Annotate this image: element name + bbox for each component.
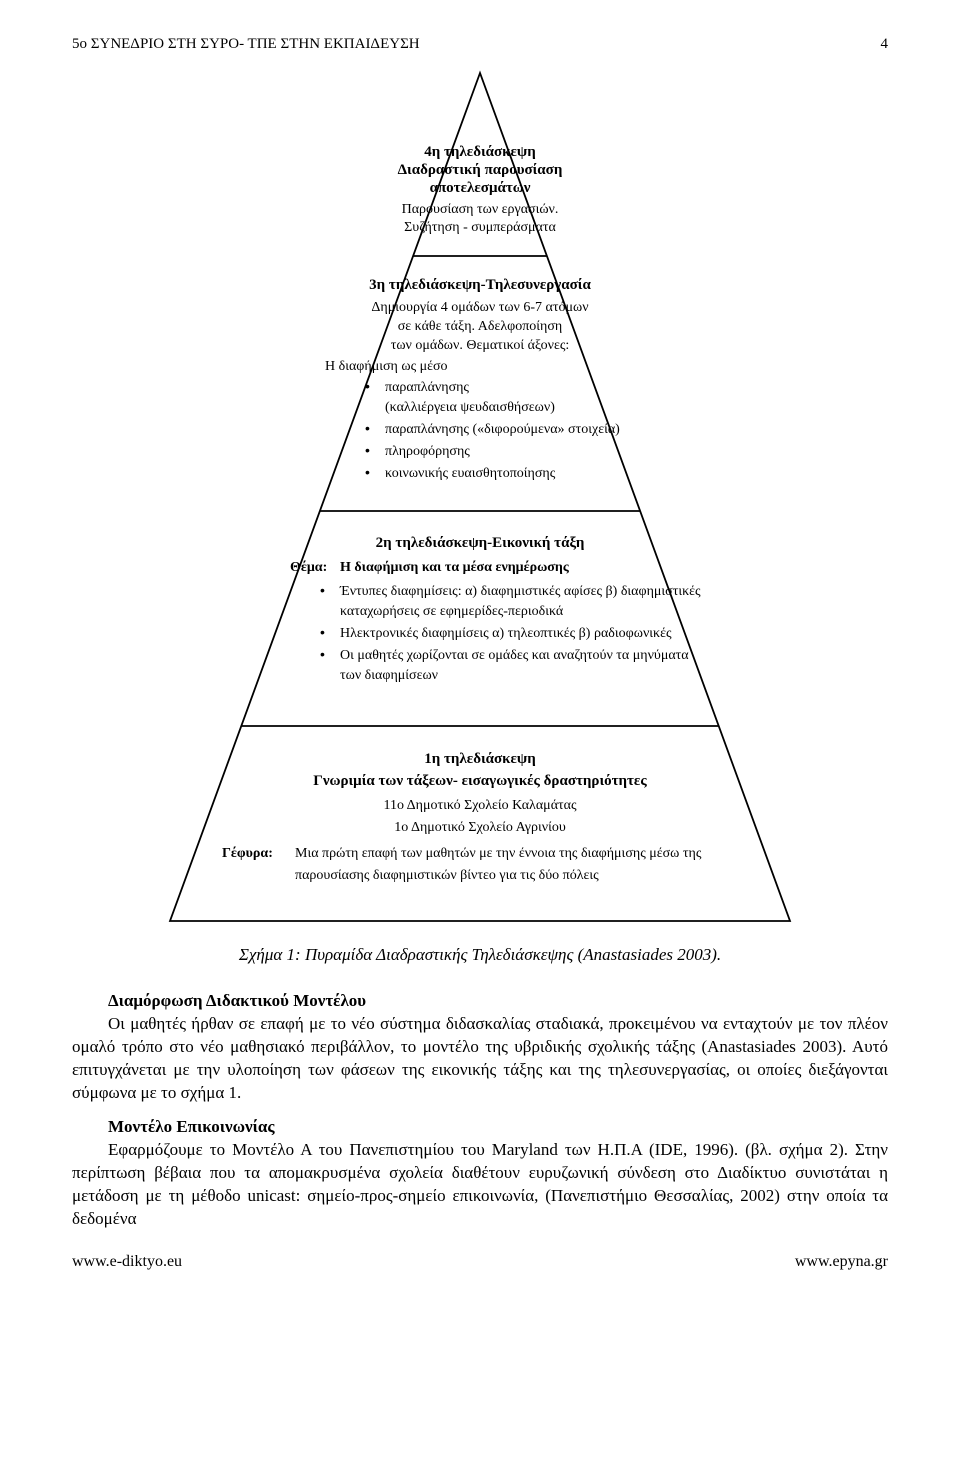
bullet-icon: • bbox=[365, 420, 370, 436]
l3-b1b: (καλλιέργεια ψευδαισθήσεων) bbox=[385, 400, 555, 415]
l2-b2: Ηλεκτρονικές διαφημίσεις α) τηλεοπτικές … bbox=[340, 626, 672, 641]
l4-title1: 4η τηλεδιάσκεψη bbox=[424, 144, 536, 160]
bullet-icon: • bbox=[320, 624, 325, 640]
section-2-para: Εφαρμόζουμε το Μοντέλο Α του Πανεπιστημί… bbox=[72, 1139, 888, 1231]
bullet-icon: • bbox=[320, 582, 325, 598]
l1-bridge2: παρουσίασης διαφημιστικών βίντεο για τις… bbox=[295, 868, 599, 883]
l4-title3: αποτελεσμάτων bbox=[430, 180, 531, 196]
footer: www.e-diktyo.eu www.epyna.gr bbox=[72, 1253, 888, 1271]
l3-b2: παραπλάνησης («διφορούμενα» στοιχεία) bbox=[385, 422, 620, 437]
l3-b3: πληροφόρησης bbox=[385, 444, 470, 459]
l2-theme-label: Θέμα: bbox=[290, 560, 327, 575]
figure-caption: Σχήμα 1: Πυραμίδα Διαδραστικής Τηλεδιάσκ… bbox=[72, 945, 888, 965]
header-left: 5ο ΣΥΝΕΔΡΙΟ ΣΤΗ ΣΥΡΟ- ΤΠΕ ΣΤΗΝ ΕΚΠΑΙΔΕΥΣ… bbox=[72, 36, 420, 53]
l3-b1: παραπλάνησης bbox=[385, 380, 469, 395]
l2-b1a: Έντυπες διαφημίσεις: α) διαφημιστικές αφ… bbox=[339, 584, 701, 599]
pyramid-svg: 4η τηλεδιάσκεψη Διαδραστική παρουσίαση α… bbox=[160, 61, 800, 931]
l3-title: 3η τηλεδιάσκεψη-Τηλεσυνεργασία bbox=[369, 277, 591, 293]
l3-line2: σε κάθε τάξη. Αδελφοποίηση bbox=[398, 319, 563, 334]
running-header: 5ο ΣΥΝΕΔΡΙΟ ΣΤΗ ΣΥΡΟ- ΤΠΕ ΣΤΗΝ ΕΚΠΑΙΔΕΥΣ… bbox=[72, 36, 888, 53]
pyramid-outline bbox=[170, 73, 790, 921]
section-title-2: Μοντέλο Επικοινωνίας bbox=[72, 1117, 888, 1137]
bullet-icon: • bbox=[365, 464, 370, 480]
section-1-para: Οι μαθητές ήρθαν σε επαφή με το νέο σύστ… bbox=[72, 1013, 888, 1105]
l4-line1: Παρουσίαση των εργασιών. bbox=[402, 202, 559, 217]
bullet-icon: • bbox=[320, 646, 325, 662]
l1-line2: 1ο Δημοτικό Σχολείο Αγρινίου bbox=[394, 820, 566, 835]
l2-title: 2η τηλεδιάσκεψη-Εικονική τάξη bbox=[376, 535, 585, 551]
footer-right-link: www.epyna.gr bbox=[795, 1253, 888, 1271]
l3-b4: κοινωνικής ευαισθητοποίησης bbox=[385, 466, 556, 481]
l3-line3: των ομάδων. Θεματικοί άξονες: bbox=[391, 338, 570, 353]
l1-line1: 11ο Δημοτικό Σχολείο Καλαμάτας bbox=[383, 798, 577, 813]
l1-bridge1: Μια πρώτη επαφή των μαθητών με την έννοι… bbox=[295, 846, 702, 861]
l1-title2: Γνωριμία των τάξεων- εισαγωγικές δραστηρ… bbox=[313, 773, 647, 789]
l2-b1b: καταχωρήσεις σε εφημερίδες-περιοδικά bbox=[340, 604, 564, 619]
pyramid-figure: 4η τηλεδιάσκεψη Διαδραστική παρουσίαση α… bbox=[160, 61, 800, 931]
header-page-number: 4 bbox=[881, 36, 889, 53]
l4-line2: Συζήτηση - συμπεράσματα bbox=[404, 220, 556, 235]
l2-b3a: Οι μαθητές χωρίζονται σε ομάδες και αναζ… bbox=[340, 648, 689, 663]
footer-left-link: www.e-diktyo.eu bbox=[72, 1253, 182, 1271]
l3-line1: Δημιουργία 4 ομάδων των 6-7 ατόμων bbox=[371, 300, 588, 315]
l1-bridge-label: Γέφυρα: bbox=[222, 846, 273, 861]
l3-axis-label: Η διαφήμιση ως μέσο bbox=[325, 359, 448, 374]
l2-theme-text: Η διαφήμιση και τα μέσα ενημέρωσης bbox=[340, 560, 570, 575]
section-title-1: Διαμόρφωση Διδακτικού Μοντέλου bbox=[72, 991, 888, 1011]
l4-title2: Διαδραστική παρουσίαση bbox=[398, 162, 563, 178]
bullet-icon: • bbox=[365, 378, 370, 394]
l1-title1: 1η τηλεδιάσκεψη bbox=[424, 751, 536, 767]
l2-b3b: των διαφημίσεων bbox=[340, 668, 438, 683]
bullet-icon: • bbox=[365, 442, 370, 458]
